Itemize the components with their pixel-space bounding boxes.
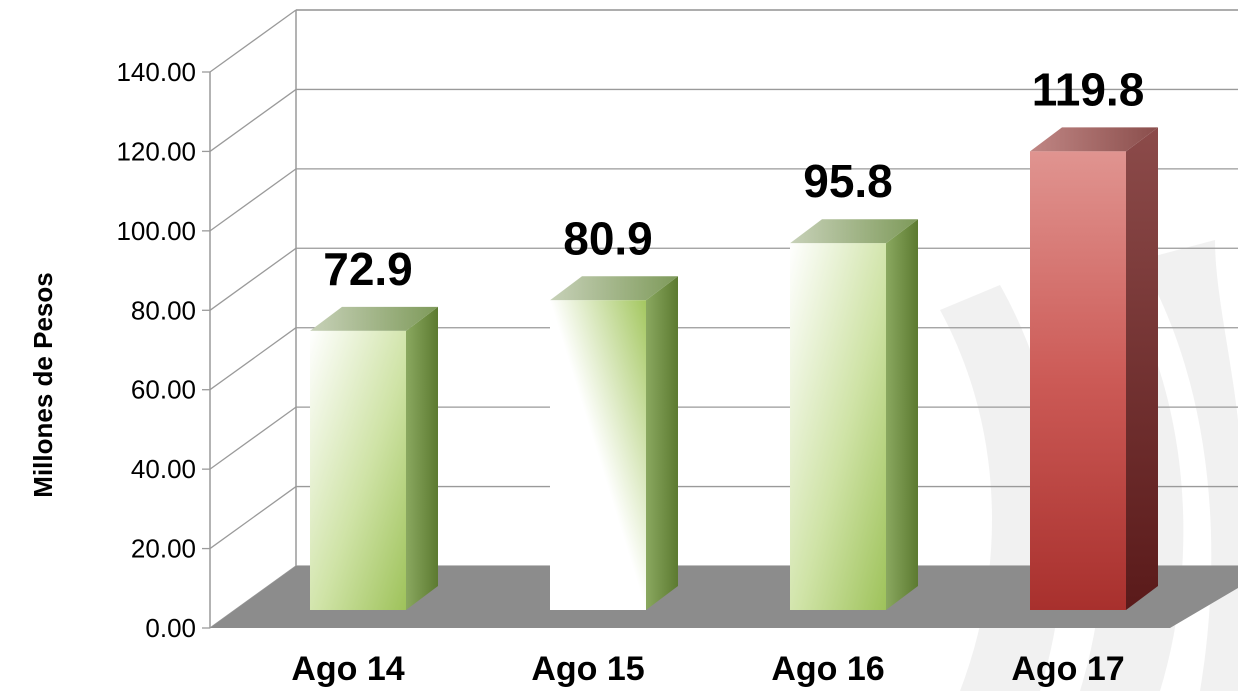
category-label: Ago 15 (531, 650, 644, 688)
bar-top-face (550, 276, 678, 301)
category-label: Ago 17 (1011, 650, 1124, 688)
y-axis-ticks: 0.00 20.00 40.00 60.00 80.00 100.00 120.00 140.… (116, 57, 210, 643)
bar-front-face (1030, 151, 1126, 610)
grid-line-diagonal (209, 88, 297, 152)
grid-line-diagonal (209, 168, 297, 232)
bar (790, 219, 918, 611)
y-tick-label: 60.00 (131, 375, 196, 405)
chart-walls (209, 9, 1238, 628)
y-tick-label: 40.00 (131, 454, 196, 484)
category-label: Ago 14 (291, 650, 404, 688)
value-label: 80.9 (563, 212, 653, 264)
bar-top-face (310, 306, 438, 331)
bar-side-face (1126, 127, 1158, 610)
grid-line-diagonal (209, 247, 297, 311)
bar-side-face (646, 276, 678, 610)
grid-line-diagonal (209, 9, 297, 73)
category-labels: Ago 14 Ago 15 Ago 16 Ago 17 (291, 650, 1124, 688)
y-tick-label: 20.00 (131, 534, 196, 564)
bar-front-face (790, 243, 886, 611)
grid-line-diagonal (209, 486, 297, 550)
bar-top-face (790, 219, 918, 244)
y-tick-label: 100.00 (116, 216, 196, 246)
chart-floor (210, 566, 1238, 628)
y-tick-label: 140.00 (116, 57, 196, 87)
y-tick-label: 120.00 (116, 136, 196, 166)
y-tick-label: 0.00 (145, 613, 196, 643)
grid-line-diagonal (209, 327, 297, 391)
floor-plane (210, 566, 1238, 628)
bar-front-face (550, 300, 646, 610)
grid-line-diagonal (209, 406, 297, 470)
bar-side-face (406, 306, 438, 610)
category-label: Ago 16 (771, 650, 884, 688)
bar (550, 276, 678, 610)
bar-front-face (310, 330, 406, 610)
value-label: 119.8 (1032, 63, 1145, 115)
y-tick-label: 80.00 (131, 295, 196, 325)
value-label: 72.9 (323, 243, 413, 295)
bar-side-face (886, 219, 918, 611)
bars (310, 127, 1158, 611)
bar (310, 306, 438, 610)
value-label: 95.8 (803, 155, 893, 207)
y-axis-title: Millones de Pesos (28, 272, 58, 497)
bar-top-face (1030, 127, 1158, 152)
value-labels: 72.9 80.9 95.8 119.8 (323, 63, 1144, 295)
bar (1030, 127, 1158, 610)
